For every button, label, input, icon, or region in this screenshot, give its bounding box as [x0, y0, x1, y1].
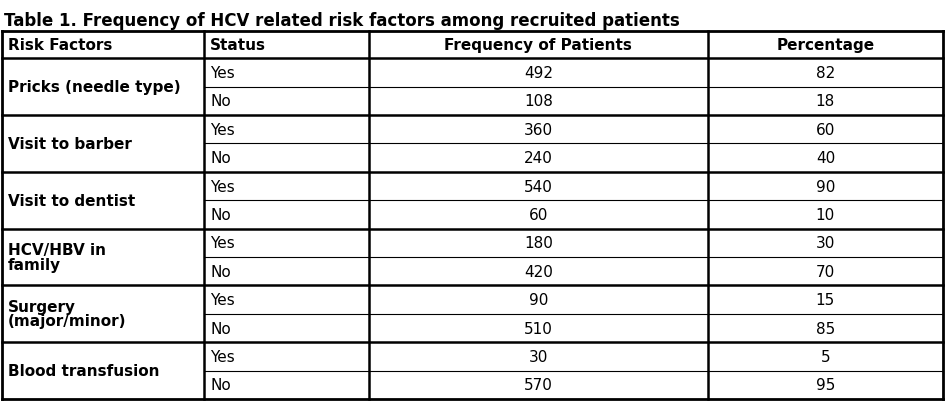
Text: 15: 15 [815, 292, 835, 307]
Text: 60: 60 [529, 207, 548, 223]
Text: Surgery: Surgery [8, 300, 76, 314]
Text: Yes: Yes [210, 349, 235, 364]
Text: No: No [210, 321, 231, 336]
Text: 360: 360 [524, 122, 552, 138]
Text: Visit to dentist: Visit to dentist [8, 193, 135, 208]
Text: family: family [8, 257, 61, 272]
Text: 18: 18 [815, 94, 835, 109]
Text: 108: 108 [524, 94, 552, 109]
Text: No: No [210, 264, 231, 279]
Text: 90: 90 [815, 179, 835, 194]
Text: 30: 30 [815, 236, 835, 251]
Text: Visit to barber: Visit to barber [8, 137, 131, 152]
Text: Table 1. Frequency of HCV related risk factors among recruited patients: Table 1. Frequency of HCV related risk f… [4, 12, 680, 30]
Text: 82: 82 [815, 66, 835, 81]
Text: 85: 85 [815, 321, 835, 336]
Text: Status: Status [210, 38, 267, 53]
Text: Pricks (needle type): Pricks (needle type) [8, 80, 181, 95]
Text: No: No [210, 207, 231, 223]
Text: No: No [210, 151, 231, 166]
Text: Risk Factors: Risk Factors [8, 38, 113, 53]
Text: Yes: Yes [210, 236, 235, 251]
Text: Percentage: Percentage [777, 38, 874, 53]
Text: 570: 570 [524, 377, 552, 392]
Text: 492: 492 [524, 66, 552, 81]
Text: 510: 510 [524, 321, 552, 336]
Text: Yes: Yes [210, 122, 235, 138]
Text: 90: 90 [529, 292, 548, 307]
Text: Frequency of Patients: Frequency of Patients [445, 38, 632, 53]
Text: 95: 95 [815, 377, 835, 392]
Text: 420: 420 [524, 264, 552, 279]
Text: No: No [210, 94, 231, 109]
Text: Yes: Yes [210, 66, 235, 81]
Text: 180: 180 [524, 236, 552, 251]
Text: No: No [210, 377, 231, 392]
Text: Yes: Yes [210, 292, 235, 307]
Text: 30: 30 [529, 349, 548, 364]
Text: HCV/HBV in: HCV/HBV in [8, 243, 106, 258]
Text: 5: 5 [820, 349, 831, 364]
Text: (major/minor): (major/minor) [8, 314, 127, 329]
Text: 40: 40 [815, 151, 835, 166]
Text: 540: 540 [524, 179, 552, 194]
Text: 240: 240 [524, 151, 552, 166]
Text: Blood transfusion: Blood transfusion [8, 363, 160, 378]
Text: Yes: Yes [210, 179, 235, 194]
Text: 10: 10 [815, 207, 835, 223]
Text: 60: 60 [815, 122, 835, 138]
Text: 70: 70 [815, 264, 835, 279]
